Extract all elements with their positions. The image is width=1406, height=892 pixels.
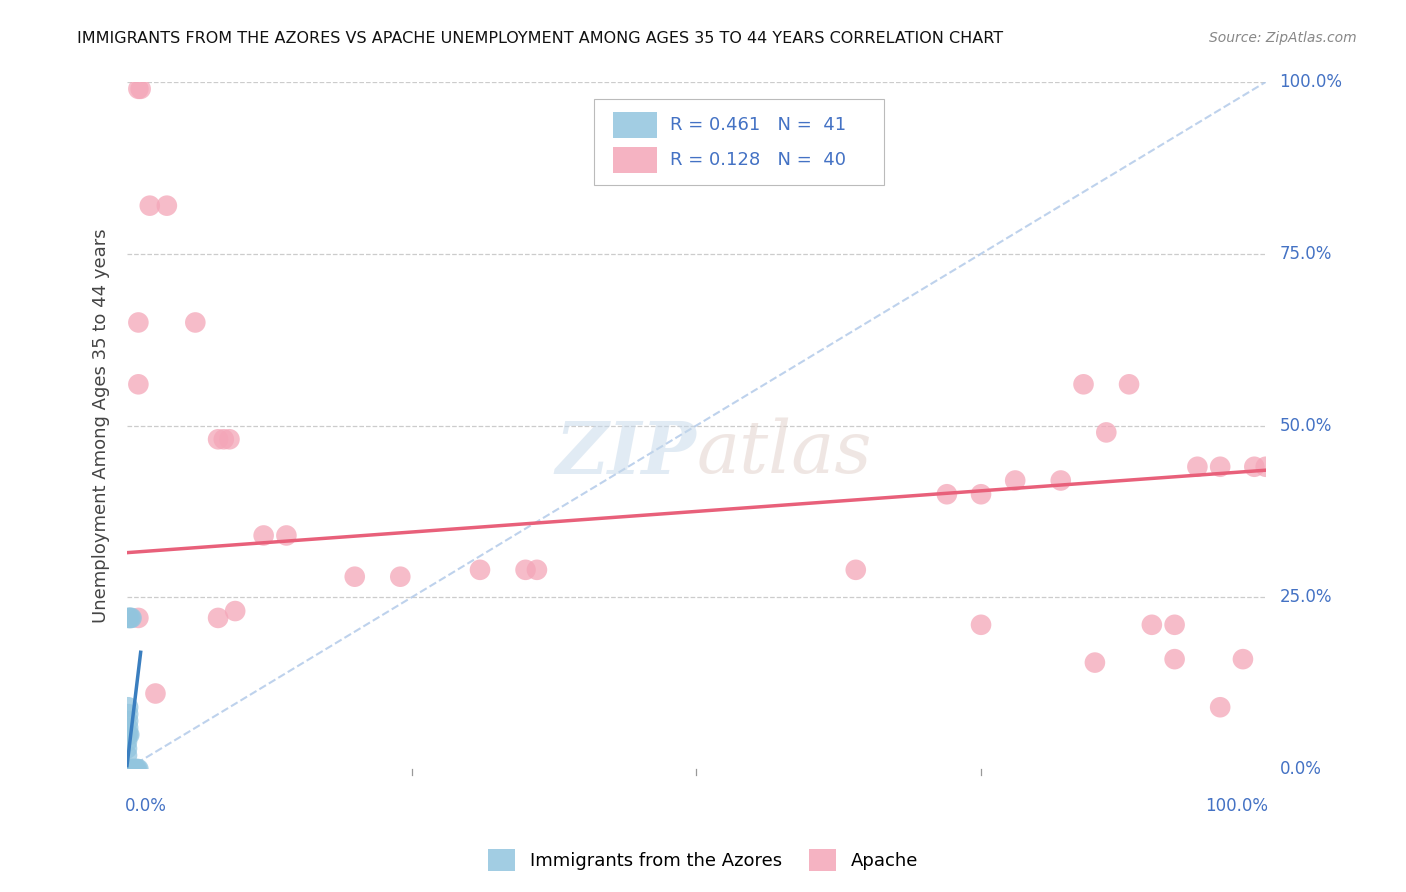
Point [115,762,138,776]
Point [117,762,139,776]
Point [970,617,993,632]
Point [212,432,235,446]
Point [124,762,146,776]
Point [127,377,149,392]
Bar [613,112,657,138]
Text: 0.0%: 0.0% [125,797,166,814]
Text: IMMIGRANTS FROM THE AZORES VS APACHE UNEMPLOYMENT AMONG AGES 35 TO 44 YEARS CORR: IMMIGRANTS FROM THE AZORES VS APACHE UNE… [77,31,1004,46]
Point [115,762,138,776]
Point [117,714,139,728]
Point [115,762,138,776]
Point [117,762,139,776]
Point [1095,425,1118,440]
Point [1163,617,1185,632]
Point [1004,474,1026,488]
Point [276,528,298,542]
Point [515,563,537,577]
Point [1073,377,1095,392]
Point [127,611,149,625]
Point [145,686,167,700]
Text: ZIP: ZIP [555,417,696,489]
Text: R = 0.461   N =  41: R = 0.461 N = 41 [671,116,846,135]
Text: 50.0%: 50.0% [1279,417,1331,434]
Point [121,611,143,625]
Y-axis label: Unemployment Among Ages 35 to 44 years: Unemployment Among Ages 35 to 44 years [93,228,110,623]
Point [121,762,143,776]
Point [129,82,152,96]
Point [115,762,138,776]
Point [122,762,145,776]
Point [389,570,412,584]
Point [1254,459,1277,474]
Point [1187,459,1209,474]
Point [121,762,143,776]
Point [115,762,138,776]
Point [184,316,207,330]
Text: 75.0%: 75.0% [1279,244,1331,263]
Point [115,762,138,776]
Point [1084,656,1107,670]
Point [343,570,366,584]
Point [1118,377,1140,392]
Point [115,762,138,776]
Point [120,762,142,776]
Point [1232,652,1254,666]
Point [970,487,993,501]
Point [127,316,149,330]
Point [117,700,139,714]
Point [253,528,276,542]
Point [127,82,149,96]
Point [125,762,148,776]
Point [118,611,141,625]
Point [1140,617,1163,632]
Point [218,432,240,446]
Text: 0.0%: 0.0% [1279,760,1322,778]
Text: R = 0.128   N =  40: R = 0.128 N = 40 [671,151,846,169]
Point [845,563,868,577]
Point [526,563,548,577]
Point [115,762,138,776]
Point [468,563,491,577]
Point [127,762,149,776]
Point [207,432,229,446]
Point [115,762,138,776]
Point [115,762,138,776]
Text: Source: ZipAtlas.com: Source: ZipAtlas.com [1209,31,1357,45]
Text: 25.0%: 25.0% [1279,589,1331,607]
Point [117,707,139,722]
Point [115,762,138,776]
Point [1049,474,1071,488]
Point [118,762,141,776]
Point [117,721,139,735]
FancyBboxPatch shape [593,99,884,185]
Point [207,611,229,625]
Point [139,199,162,213]
Point [117,611,139,625]
Point [156,199,179,213]
Point [115,734,138,748]
Point [115,762,138,776]
Point [1163,652,1185,666]
Point [115,762,138,776]
Bar [613,146,657,173]
Point [1209,459,1232,474]
Point [1209,700,1232,714]
Point [115,728,138,742]
Point [115,748,138,763]
Point [935,487,957,501]
Text: 100.0%: 100.0% [1279,73,1343,91]
Text: 100.0%: 100.0% [1205,797,1268,814]
Text: atlas: atlas [696,417,872,488]
Point [1243,459,1265,474]
Point [224,604,246,618]
Point [115,741,138,756]
Point [117,728,139,742]
Point [118,728,141,742]
Point [115,762,138,776]
Point [115,762,138,776]
Point [120,611,142,625]
Point [127,762,149,776]
Point [115,762,138,776]
Legend: Immigrants from the Azores, Apache: Immigrants from the Azores, Apache [481,842,925,879]
